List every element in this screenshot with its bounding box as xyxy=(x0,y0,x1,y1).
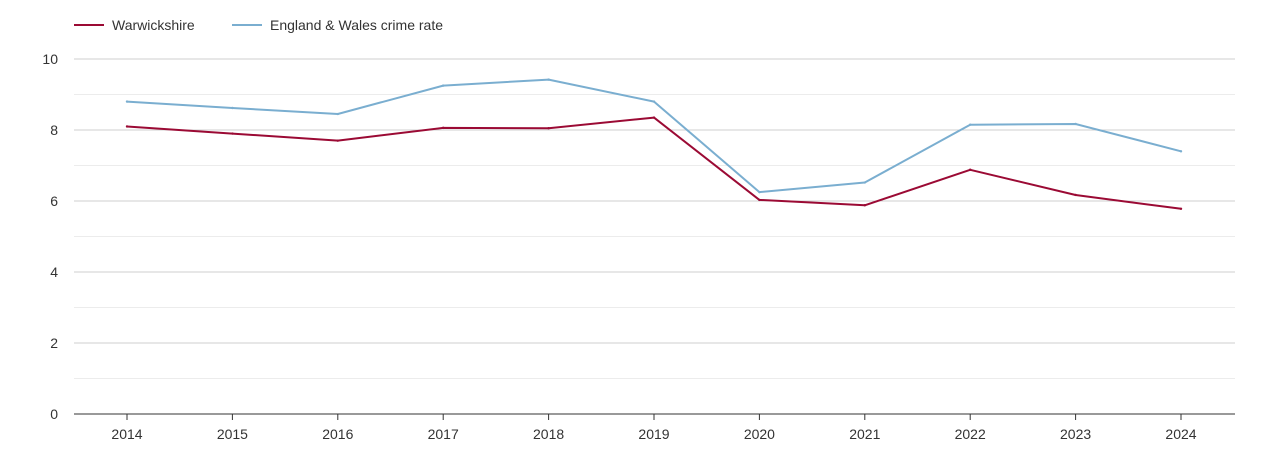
y-axis: 0 2 4 6 8 10 xyxy=(42,51,58,422)
x-tick-label: 2014 xyxy=(111,426,142,442)
data-point-warwickshire[interactable] xyxy=(442,126,445,130)
data-point-warwickshire[interactable] xyxy=(231,132,234,135)
data-point-warwickshire[interactable] xyxy=(125,125,129,128)
data-point-warwickshire[interactable] xyxy=(1179,207,1183,211)
data-point-england-wales-crime-rate[interactable] xyxy=(547,78,550,81)
x-tick-label: 2016 xyxy=(322,426,353,442)
y-tick-label: 2 xyxy=(50,335,58,351)
y-tick-label: 4 xyxy=(50,264,58,280)
data-point-england-wales-crime-rate[interactable] xyxy=(125,100,129,103)
data-point-england-wales-crime-rate[interactable] xyxy=(1179,150,1183,153)
legend-label-england-wales: England & Wales crime rate xyxy=(270,17,443,33)
y-tick-label: 0 xyxy=(50,406,58,422)
x-tick-label: 2020 xyxy=(744,426,775,442)
data-point-warwickshire[interactable] xyxy=(336,139,339,142)
y-tick-label: 6 xyxy=(50,193,58,209)
x-tick-label: 2017 xyxy=(428,426,459,442)
data-point-england-wales-crime-rate[interactable] xyxy=(442,84,445,87)
data-point-england-wales-crime-rate[interactable] xyxy=(969,123,972,126)
legend: Warwickshire England & Wales crime rate xyxy=(74,17,443,33)
series-line-warwickshire[interactable] xyxy=(126,116,1182,210)
data-point-warwickshire[interactable] xyxy=(969,168,972,171)
data-point-warwickshire[interactable] xyxy=(547,127,550,130)
data-point-warwickshire[interactable] xyxy=(863,204,866,207)
x-tick-label: 2015 xyxy=(217,426,248,442)
series-lines xyxy=(125,78,1183,211)
x-tick-label: 2018 xyxy=(533,426,564,442)
data-point-england-wales-crime-rate[interactable] xyxy=(758,190,761,194)
x-tick-label: 2022 xyxy=(955,426,986,442)
y-tick-label: 8 xyxy=(50,122,58,138)
data-point-warwickshire[interactable] xyxy=(758,198,761,202)
legend-item-warwickshire[interactable]: Warwickshire xyxy=(74,17,195,33)
legend-label-warwickshire: Warwickshire xyxy=(112,17,195,33)
x-tick-label: 2023 xyxy=(1060,426,1091,442)
data-point-england-wales-crime-rate[interactable] xyxy=(863,181,866,184)
x-tick-label: 2019 xyxy=(638,426,669,442)
x-axis: 2014 2015 2016 2017 2018 2019 2020 2021 2022 2023… xyxy=(74,413,1235,442)
legend-item-england-wales[interactable]: England & Wales crime rate xyxy=(232,17,443,33)
data-point-england-wales-crime-rate[interactable] xyxy=(652,100,656,103)
data-point-warwickshire[interactable] xyxy=(652,116,656,119)
data-point-warwickshire[interactable] xyxy=(1074,193,1077,197)
data-point-england-wales-crime-rate[interactable] xyxy=(336,112,339,116)
data-point-england-wales-crime-rate[interactable] xyxy=(231,106,234,110)
data-point-england-wales-crime-rate[interactable] xyxy=(1074,122,1077,126)
series-line-england-wales-crime-rate[interactable] xyxy=(126,78,1182,194)
x-tick-label: 2024 xyxy=(1165,426,1196,442)
grid xyxy=(74,58,1235,379)
x-tick-label: 2021 xyxy=(849,426,880,442)
y-tick-label: 10 xyxy=(42,51,58,67)
